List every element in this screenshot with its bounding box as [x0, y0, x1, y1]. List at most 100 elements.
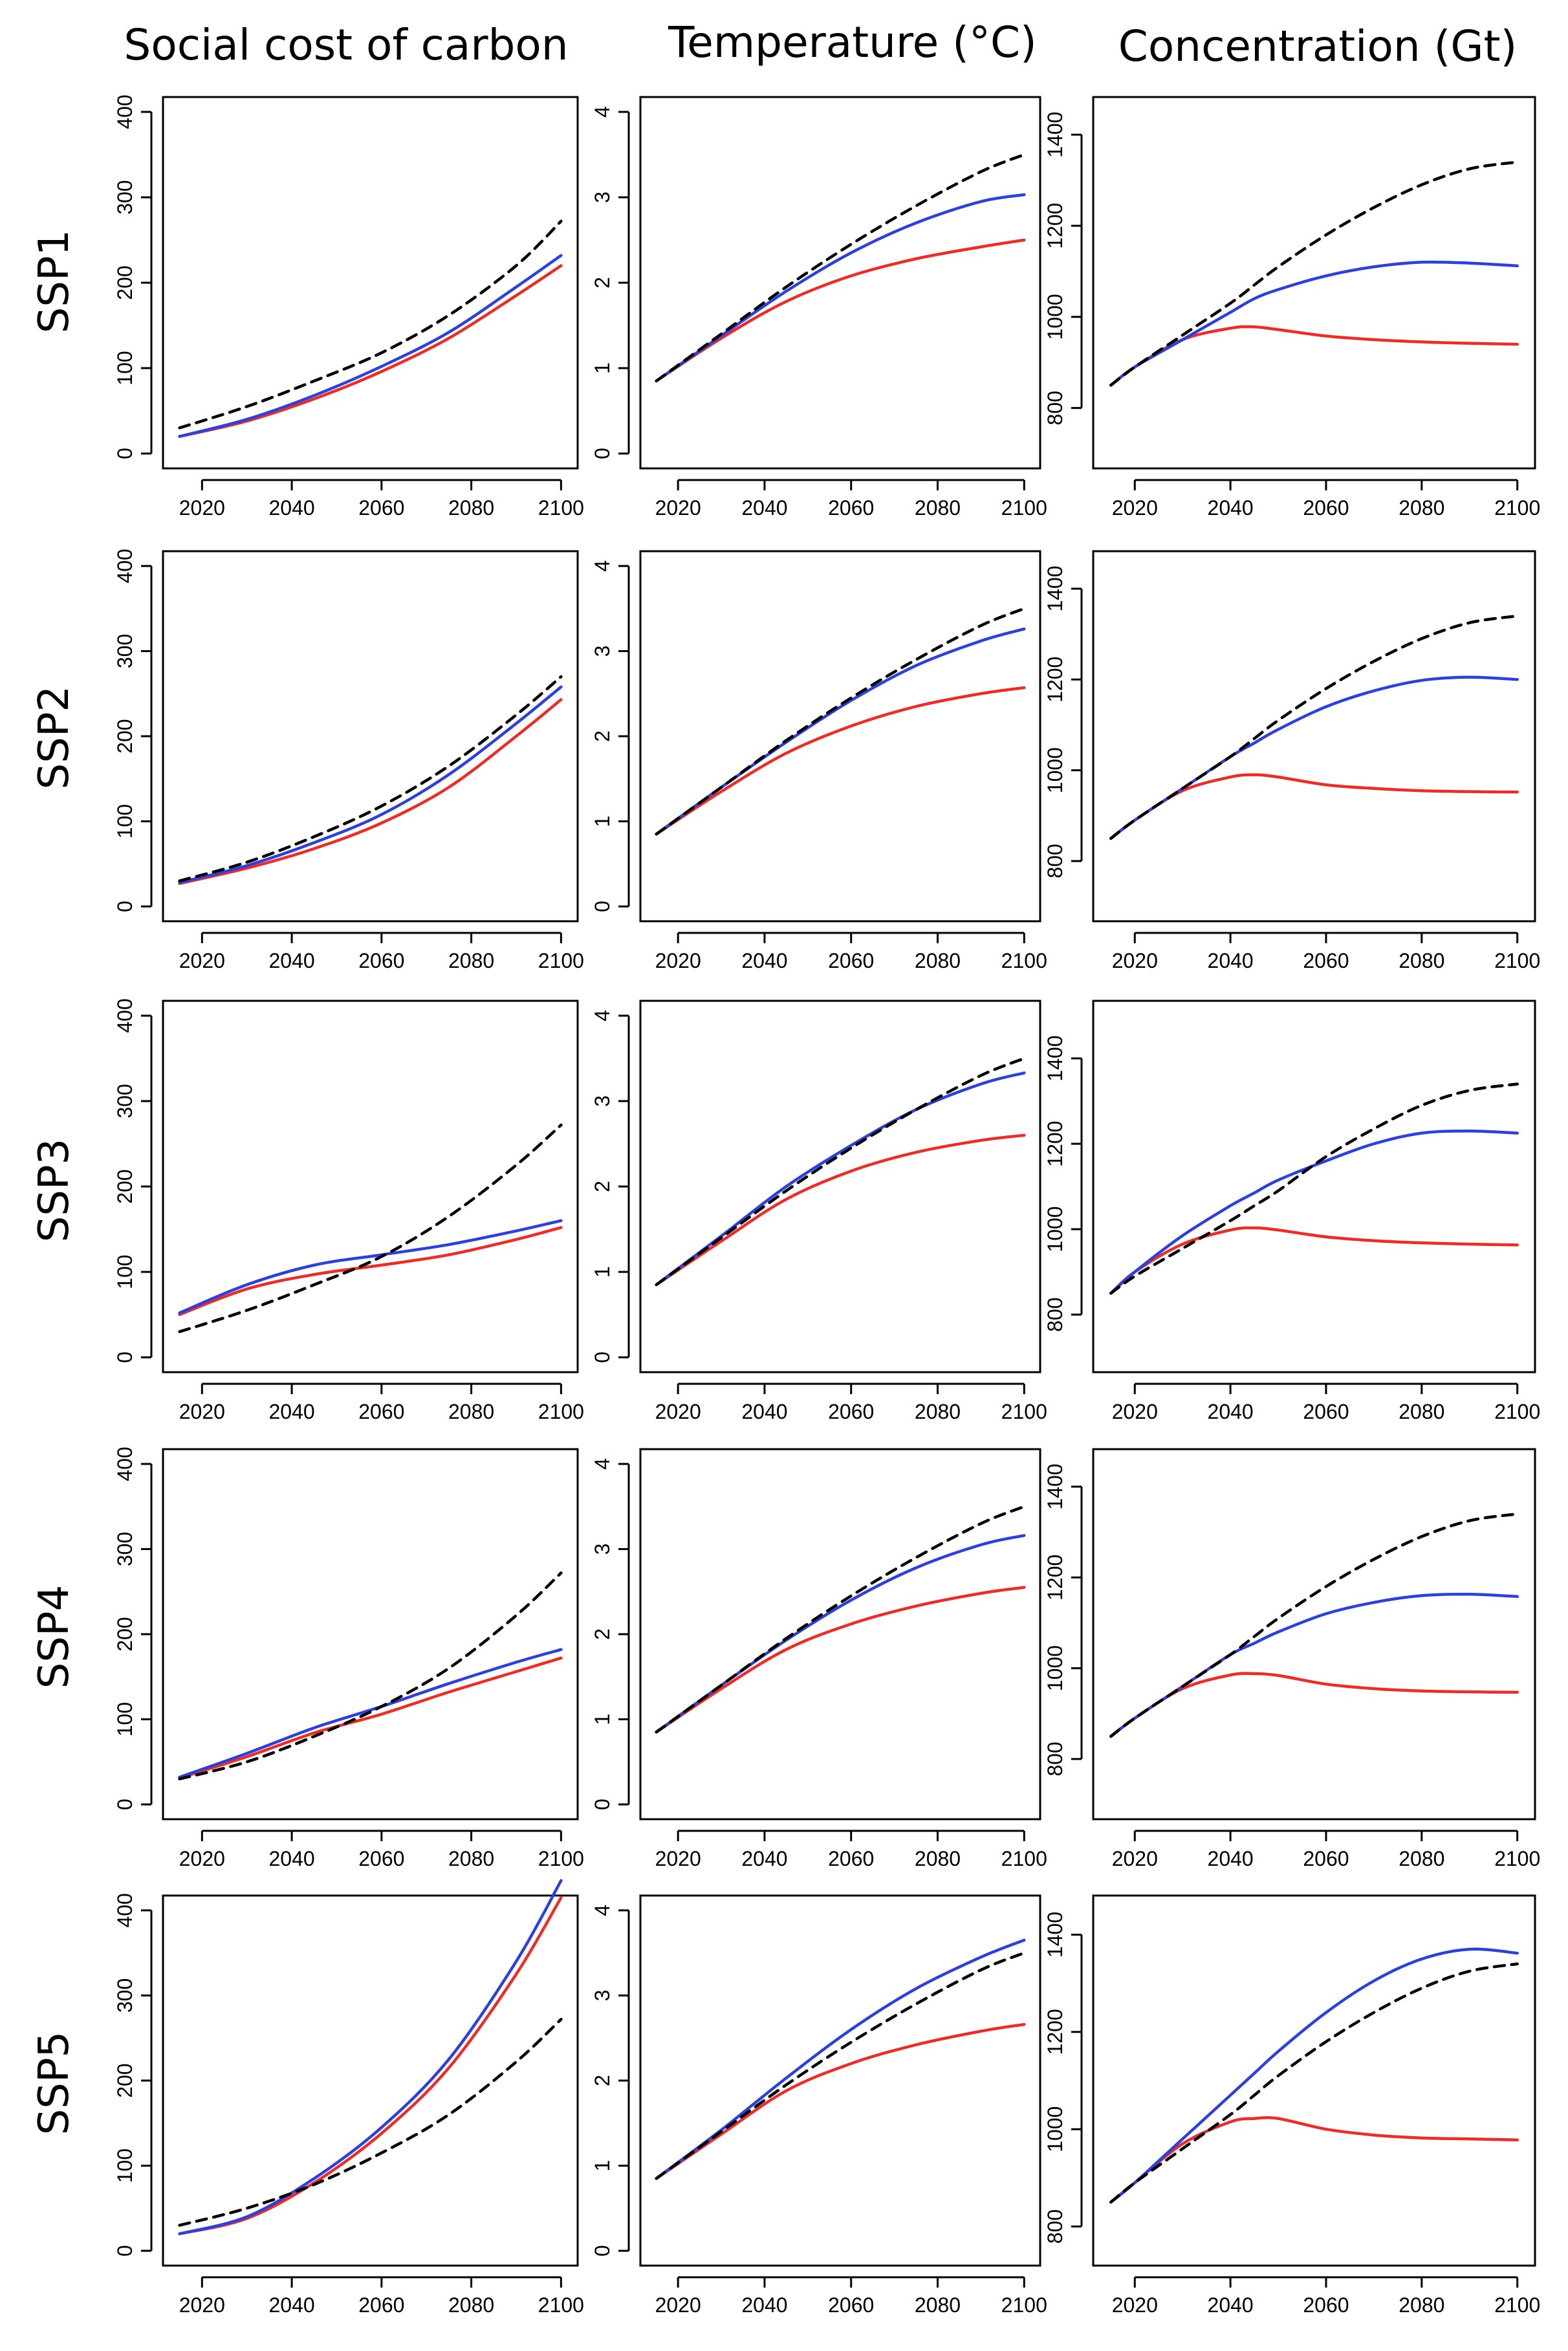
y-tick-label: 200 — [113, 1617, 136, 1651]
series-line-blue — [178, 254, 563, 438]
series-line-blue — [1109, 260, 1519, 387]
x-tick-label: 2100 — [538, 1400, 584, 1423]
x-tick-label: 2060 — [828, 1847, 874, 1870]
y-tick-label: 1 — [591, 816, 614, 827]
x-tick-label: 2060 — [1303, 949, 1349, 972]
x-tick-label: 2040 — [741, 1847, 787, 1870]
x-tick-label: 2060 — [358, 1847, 404, 1870]
series-line-baseline — [1109, 1962, 1519, 2204]
y-tick-label: 1 — [591, 1714, 614, 1725]
x-tick-label: 2020 — [179, 1400, 225, 1423]
series-line-baseline — [655, 1951, 1026, 2180]
panel-ssp3-scc: 2020 2040 2060 2080 2100 0 100 200 300 400 — [113, 998, 584, 1423]
row-title-ssp4: SSP4 — [30, 1585, 78, 1689]
y-tick-label: 1 — [591, 1266, 614, 1278]
y-tick-label: 800 — [1043, 2209, 1067, 2244]
x-tick-label: 2100 — [538, 2293, 584, 2317]
y-tick-label: 0 — [113, 901, 136, 912]
y-tick-label: 200 — [113, 265, 136, 300]
x-tick-label: 2060 — [358, 949, 404, 972]
x-tick-label: 2080 — [1399, 949, 1444, 972]
x-tick-label: 2040 — [1208, 496, 1254, 519]
series-line-baseline — [1109, 160, 1519, 387]
y-tick-label: 400 — [113, 549, 136, 583]
y-tick-label: 100 — [113, 351, 136, 385]
x-tick-label: 2040 — [268, 1400, 314, 1423]
series-line-blue — [178, 1879, 563, 2236]
series-line-red — [178, 1896, 563, 2236]
row-title-ssp2: SSP2 — [30, 686, 78, 790]
y-tick-label: 3 — [591, 1544, 614, 1555]
series-line-baseline — [1109, 614, 1519, 840]
panel-ssp2-temperature: 2020 2040 2060 2080 2100 0 1 2 3 4 — [591, 550, 1047, 972]
y-tick-label: 800 — [1043, 1297, 1067, 1331]
x-tick-label: 2060 — [1303, 1847, 1349, 1870]
panel-ssp4-concentration: 2020 2040 2060 2080 2100 800 1000 1200 1400 — [1043, 1448, 1540, 1870]
series-line-baseline — [178, 1571, 563, 1780]
column-title-temperature: Temperature (°C) — [668, 17, 1037, 67]
series-line-baseline — [1109, 1082, 1519, 1295]
series-line-blue — [178, 1219, 563, 1315]
x-tick-label: 2040 — [1208, 1847, 1254, 1870]
x-tick-label: 2100 — [538, 496, 584, 519]
x-tick-label: 2100 — [1494, 496, 1540, 519]
y-tick-label: 2 — [591, 277, 614, 289]
row-title-ssp3: SSP3 — [30, 1139, 78, 1243]
series-line-baseline — [178, 2018, 563, 2227]
panel-ssp3-temperature: 2020 2040 2060 2080 2100 0 1 2 3 4 — [591, 1000, 1047, 1423]
plot-frame — [639, 1448, 1041, 1821]
plot-frame — [1092, 1000, 1536, 1373]
x-tick-label: 2060 — [1303, 2293, 1349, 2317]
plot-frame — [162, 1000, 579, 1373]
panel-ssp2-scc: 2020 2040 2060 2080 2100 0 100 200 300 400 — [113, 549, 584, 972]
y-tick-label: 4 — [591, 1905, 614, 1916]
panel-ssp1-scc: 2020 2040 2060 2080 2100 0 100 200 300 400 — [113, 94, 584, 519]
row-title-ssp5: SSP5 — [30, 2031, 78, 2136]
column-title-concentration: Concentration (Gt) — [1118, 21, 1517, 71]
series-line-blue — [655, 1938, 1026, 2180]
x-tick-label: 2020 — [655, 496, 701, 519]
y-tick-label: 100 — [113, 2149, 136, 2183]
y-tick-label: 4 — [591, 106, 614, 118]
x-tick-label: 2020 — [655, 1847, 701, 1870]
x-tick-label: 2100 — [1001, 2293, 1047, 2317]
plot-frame — [1092, 1894, 1536, 2267]
x-tick-label: 2020 — [655, 2293, 701, 2317]
x-tick-label: 2020 — [1112, 1400, 1158, 1423]
series-line-blue — [655, 193, 1026, 383]
x-tick-label: 2080 — [1399, 2293, 1444, 2317]
y-tick-label: 3 — [591, 1095, 614, 1107]
x-tick-label: 2100 — [1001, 496, 1047, 519]
y-tick-label: 2 — [591, 1628, 614, 1640]
y-tick-label: 300 — [113, 180, 136, 214]
plot-frame — [639, 1000, 1041, 1373]
x-tick-label: 2020 — [179, 496, 225, 519]
x-tick-label: 2080 — [448, 1400, 494, 1423]
panel-ssp3-concentration: 2020 2040 2060 2080 2100 800 1000 1200 1400 — [1043, 1000, 1540, 1423]
x-tick-label: 2020 — [179, 949, 225, 972]
panel-ssp4-temperature: 2020 2040 2060 2080 2100 0 1 2 3 4 — [591, 1448, 1047, 1870]
plot-frame — [1092, 1448, 1536, 1821]
y-tick-label: 1000 — [1043, 1206, 1067, 1252]
panel-ssp5-scc: 2020 2040 2060 2080 2100 0 100 200 300 400 — [113, 1879, 584, 2317]
y-tick-label: 400 — [113, 998, 136, 1033]
series-line-blue — [1109, 1129, 1519, 1295]
y-tick-label: 400 — [113, 1893, 136, 1927]
y-tick-label: 800 — [1043, 1742, 1067, 1776]
x-tick-label: 2020 — [655, 949, 701, 972]
y-tick-label: 200 — [113, 1169, 136, 1203]
x-tick-label: 2080 — [448, 496, 494, 519]
y-tick-label: 1000 — [1043, 2106, 1067, 2152]
plot-frame — [162, 1894, 579, 2267]
x-tick-label: 2040 — [741, 1400, 787, 1423]
x-tick-label: 2020 — [655, 1400, 701, 1423]
y-tick-label: 300 — [113, 1084, 136, 1118]
series-line-red — [655, 238, 1026, 383]
series-line-baseline — [178, 675, 563, 882]
series-line-red — [655, 1133, 1026, 1287]
x-tick-label: 2040 — [741, 2293, 787, 2317]
panel-ssp1-concentration: 2020 2040 2060 2080 2100 800 1000 1200 1400 — [1043, 96, 1540, 519]
series-line-baseline — [655, 1505, 1026, 1734]
x-tick-label: 2020 — [179, 1847, 225, 1870]
